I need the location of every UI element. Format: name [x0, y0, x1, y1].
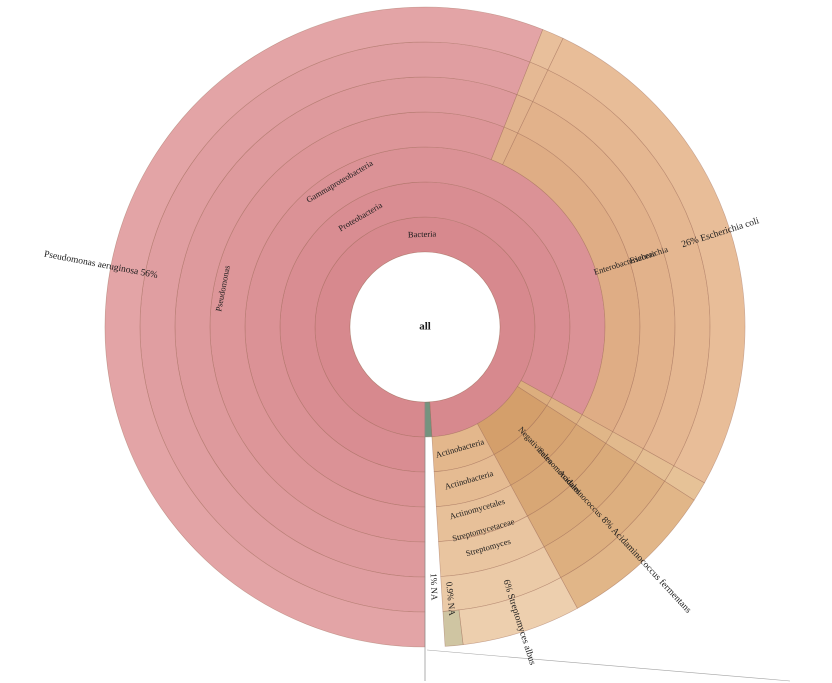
label-na: 0.9% NA [444, 581, 457, 616]
leader-line [426, 649, 791, 682]
wedge-na[interactable] [442, 609, 464, 647]
wedge-pseudomonas-aeruginosa[interactable] [104, 6, 544, 648]
chart-center[interactable] [349, 251, 501, 403]
wedge-escherichia-coli[interactable] [547, 37, 746, 484]
wedges-layer [104, 6, 746, 648]
center-label: all [419, 321, 431, 333]
label-na: 1% NA [429, 573, 440, 601]
label-bacteria: Bacteria [408, 229, 437, 240]
lines-layer [424, 402, 791, 682]
